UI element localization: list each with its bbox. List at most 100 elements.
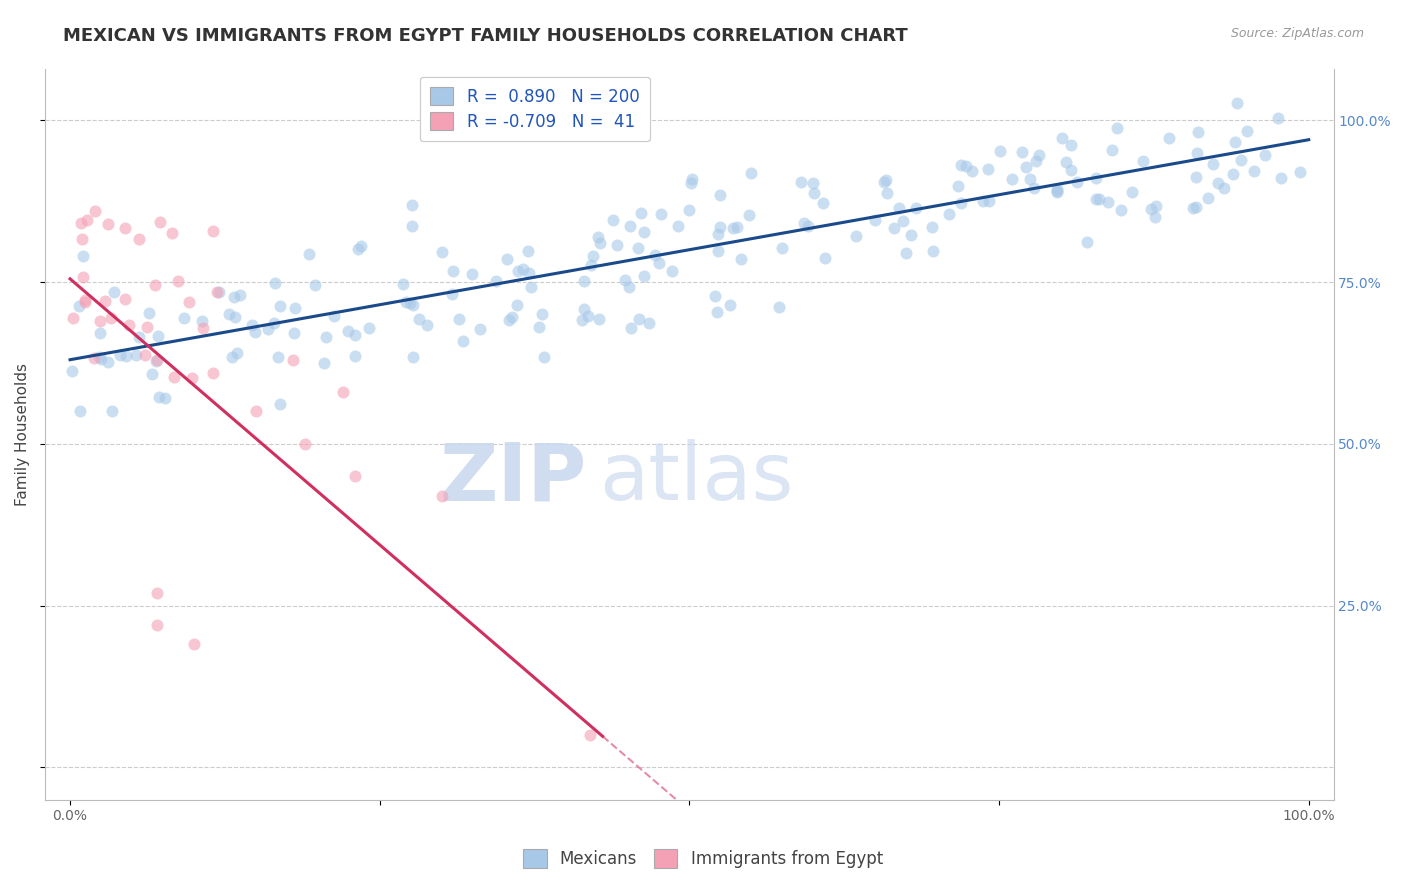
- Text: ZIP: ZIP: [439, 439, 586, 517]
- Point: [70, 216, 93, 230]
- Point: [512, 262, 534, 277]
- Point: [582, 249, 605, 263]
- Point: [679, 176, 702, 190]
- Point: [630, 206, 652, 220]
- Legend: Mexicans, Immigrants from Egypt: Mexicans, Immigrants from Egypt: [516, 843, 890, 875]
- Point: [1076, 235, 1098, 249]
- Point: [530, 307, 553, 321]
- Point: [283, 326, 305, 340]
- Point: [359, 321, 381, 335]
- Point: [1022, 181, 1045, 195]
- Point: [617, 279, 640, 293]
- Point: [972, 194, 994, 208]
- Point: [135, 319, 157, 334]
- Point: [87, 350, 110, 364]
- Point: [1107, 121, 1129, 136]
- Point: [498, 312, 520, 326]
- Point: [398, 295, 420, 310]
- Point: [506, 298, 529, 312]
- Point: [517, 266, 540, 280]
- Point: [269, 397, 291, 411]
- Point: [430, 244, 453, 259]
- Point: [100, 404, 122, 418]
- Point: [606, 238, 628, 252]
- Point: [904, 201, 927, 215]
- Point: [571, 313, 593, 327]
- Point: [284, 301, 307, 316]
- Point: [134, 348, 156, 362]
- Point: [205, 285, 228, 300]
- Point: [401, 198, 423, 212]
- Point: [245, 404, 267, 418]
- Point: [1229, 153, 1251, 167]
- Point: [661, 264, 683, 278]
- Point: [128, 329, 150, 343]
- Point: [312, 356, 335, 370]
- Point: [76, 213, 98, 227]
- Point: [875, 173, 897, 187]
- Point: [114, 292, 136, 306]
- Point: [1011, 145, 1033, 159]
- Point: [114, 221, 136, 235]
- Point: [177, 294, 200, 309]
- Point: [145, 354, 167, 368]
- Point: [73, 293, 96, 307]
- Point: [1144, 199, 1167, 213]
- Point: [949, 195, 972, 210]
- Point: [395, 294, 418, 309]
- Point: [97, 354, 120, 368]
- Point: [221, 350, 243, 364]
- Point: [470, 322, 492, 336]
- Point: [1084, 192, 1107, 206]
- Point: [1046, 186, 1069, 200]
- Point: [447, 312, 470, 326]
- Point: [718, 298, 741, 312]
- Point: [790, 175, 813, 189]
- Point: [1014, 161, 1036, 175]
- Point: [125, 348, 148, 362]
- Point: [873, 175, 896, 189]
- Point: [208, 285, 231, 299]
- Point: [350, 239, 373, 253]
- Point: [240, 318, 263, 333]
- Point: [461, 267, 484, 281]
- Point: [576, 309, 599, 323]
- Point: [401, 298, 423, 312]
- Point: [451, 334, 474, 349]
- Point: [709, 220, 731, 235]
- Point: [845, 229, 868, 244]
- Point: [181, 370, 204, 384]
- Point: [148, 390, 170, 404]
- Point: [1019, 172, 1042, 186]
- Point: [225, 346, 247, 360]
- Point: [336, 324, 359, 338]
- Point: [1226, 95, 1249, 110]
- Point: [921, 219, 943, 234]
- Point: [1243, 163, 1265, 178]
- Point: [89, 314, 111, 328]
- Point: [648, 256, 671, 270]
- Point: [814, 251, 837, 265]
- Point: [69, 404, 91, 418]
- Point: [894, 246, 917, 260]
- Point: [148, 328, 170, 343]
- Point: [430, 489, 453, 503]
- Point: [1236, 124, 1258, 138]
- Point: [1140, 202, 1163, 216]
- Point: [793, 216, 815, 230]
- Point: [922, 244, 945, 258]
- Point: [143, 277, 166, 292]
- Point: [72, 249, 94, 263]
- Point: [1060, 138, 1083, 153]
- Point: [516, 244, 538, 258]
- Point: [83, 351, 105, 366]
- Point: [1212, 181, 1234, 195]
- Point: [1222, 167, 1244, 181]
- Point: [294, 437, 316, 451]
- Point: [650, 207, 672, 221]
- Point: [506, 264, 529, 278]
- Point: [1185, 145, 1208, 160]
- Point: [977, 194, 1000, 208]
- Point: [1181, 201, 1204, 215]
- Point: [938, 207, 960, 221]
